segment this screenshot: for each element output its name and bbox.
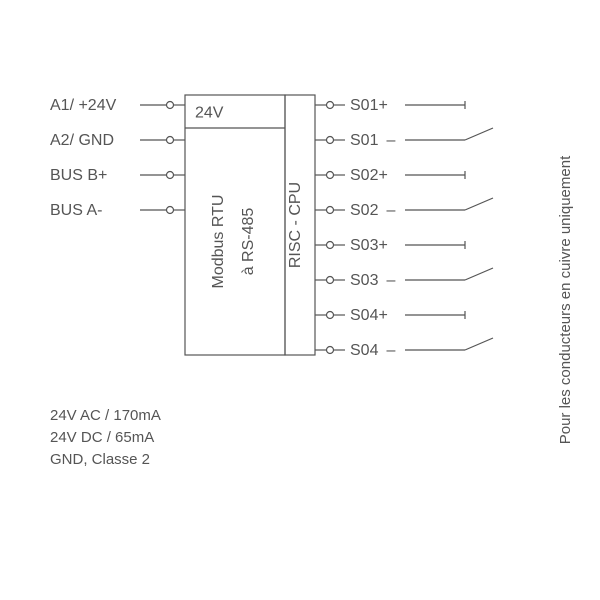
- terminal-icon: [167, 102, 174, 109]
- right-output-label: S01: [350, 132, 379, 149]
- right-output-label: S02+: [350, 167, 388, 184]
- terminal-icon: [327, 137, 334, 144]
- left-input-label: BUS A-: [50, 202, 102, 219]
- terminal-icon: [167, 207, 174, 214]
- right-output-label: S04: [350, 342, 379, 359]
- terminal-icon: [327, 347, 334, 354]
- label-24v: 24V: [195, 105, 224, 122]
- left-input-label: BUS B+: [50, 167, 107, 184]
- switch-arm: [465, 198, 493, 210]
- right-output-label: S03+: [350, 237, 388, 254]
- minus-icon: –: [387, 202, 396, 219]
- right-output-label: S03: [350, 272, 379, 289]
- label-risc: RISC - CPU: [287, 182, 304, 268]
- minus-icon: –: [387, 272, 396, 289]
- switch-arm: [465, 128, 493, 140]
- switch-arm: [465, 338, 493, 350]
- switch-arm: [465, 268, 493, 280]
- right-output-label: S04+: [350, 307, 388, 324]
- left-input-label: A2/ GND: [50, 132, 114, 149]
- spec-note: 24V AC / 170mA: [50, 407, 161, 424]
- label-modbus: Modbus RTU: [210, 195, 227, 289]
- terminal-icon: [327, 102, 334, 109]
- terminal-icon: [327, 172, 334, 179]
- minus-icon: –: [387, 342, 396, 359]
- right-output-label: S01+: [350, 97, 388, 114]
- terminal-icon: [327, 207, 334, 214]
- modbus-block: [185, 95, 285, 355]
- wiring-diagram: 24V Modbus RTU à RS-485 RISC - CPU A1/ +24V A…: [0, 0, 600, 600]
- minus-icon: –: [387, 132, 396, 149]
- label-rs485: à RS-485: [240, 208, 257, 276]
- side-note: Pour les conducteurs en cuivre uniquemen…: [557, 155, 574, 444]
- left-input-label: A1/ +24V: [50, 97, 117, 114]
- terminal-icon: [327, 242, 334, 249]
- spec-note: GND, Classe 2: [50, 451, 150, 468]
- terminal-icon: [327, 277, 334, 284]
- terminal-icon: [167, 137, 174, 144]
- right-output-label: S02: [350, 202, 379, 219]
- spec-note: 24V DC / 65mA: [50, 429, 154, 446]
- terminal-icon: [327, 312, 334, 319]
- terminal-icon: [167, 172, 174, 179]
